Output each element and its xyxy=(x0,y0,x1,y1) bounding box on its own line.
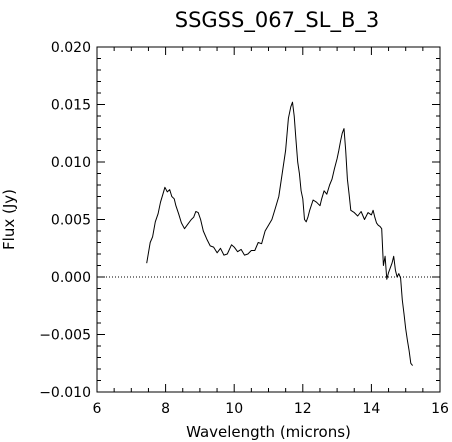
y-tick-label: −0.010 xyxy=(39,385,91,401)
x-axis-label: Wavelength (microns) xyxy=(186,423,351,441)
x-tick-label: 14 xyxy=(362,401,380,417)
y-tick-label: −0.005 xyxy=(39,328,91,344)
y-tick-label: 0.010 xyxy=(51,155,91,171)
y-tick-label: 0.020 xyxy=(51,40,91,56)
y-tick-label: 0.005 xyxy=(51,213,91,229)
y-tick-label: 0.000 xyxy=(51,270,91,286)
plot-frame xyxy=(96,46,441,393)
x-tick-label: 16 xyxy=(431,401,449,417)
y-axis: −0.010 −0.005 0.000 0.005 0.010 0.015 0.020 xyxy=(39,40,440,401)
x-tick-label: 6 xyxy=(93,401,102,417)
flux-series-line xyxy=(146,101,413,366)
y-tick-label: 0.015 xyxy=(51,98,91,114)
chart-title: SSGSS_067_SL_B_3 xyxy=(175,8,379,33)
x-axis: 6 8 10 12 14 16 xyxy=(93,47,449,417)
x-tick-label: 10 xyxy=(225,401,243,417)
x-tick-label: 8 xyxy=(161,401,170,417)
x-tick-label: 12 xyxy=(294,401,312,417)
y-axis-label: Flux (Jy) xyxy=(0,189,18,250)
